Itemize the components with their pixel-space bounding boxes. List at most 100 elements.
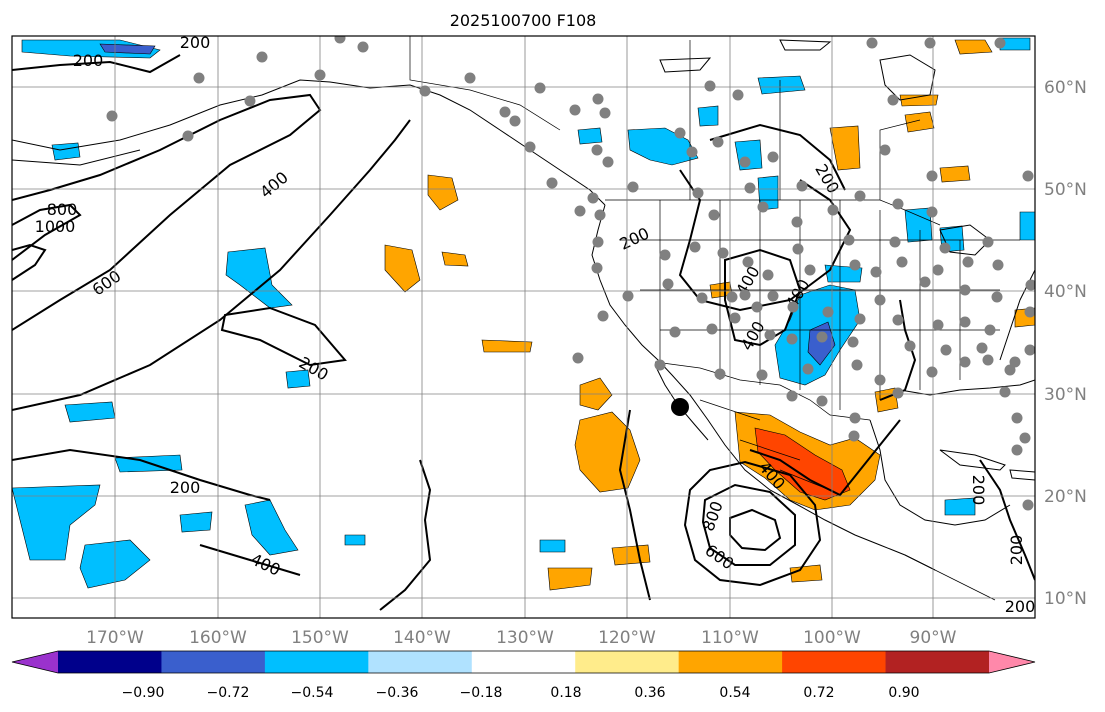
station-marker xyxy=(892,387,904,399)
station-marker xyxy=(193,72,205,84)
station-marker xyxy=(926,206,938,218)
station-marker xyxy=(892,314,904,326)
station-marker xyxy=(689,241,701,253)
contour-us-200 xyxy=(678,169,852,312)
station-marker xyxy=(509,115,521,127)
shaded-field xyxy=(12,37,1035,591)
station-marker xyxy=(751,301,763,313)
station-marker xyxy=(256,51,268,63)
colorbar-extend-low xyxy=(12,651,58,673)
contour-label: 200 xyxy=(969,475,988,506)
station-marker xyxy=(816,331,828,343)
station-marker xyxy=(804,264,816,276)
contour-pacific-200 xyxy=(220,306,347,367)
contour-label: 200 xyxy=(180,33,211,52)
station-marker xyxy=(892,198,904,210)
station-marker xyxy=(1019,432,1031,444)
station-marker xyxy=(932,319,944,331)
station-marker xyxy=(848,430,860,442)
station-marker xyxy=(994,37,1006,49)
lat-tick-label: 60°N xyxy=(1044,78,1087,98)
station-marker xyxy=(939,242,951,254)
negative-core-plains xyxy=(807,321,836,366)
positive-area-north-2 xyxy=(899,94,939,107)
station-marker xyxy=(729,312,741,324)
contour-us-400 xyxy=(724,248,802,347)
gridlines xyxy=(12,36,1035,618)
station-marker xyxy=(896,256,908,268)
negative-area-south-east xyxy=(944,497,976,516)
colorbar-tick-label: 0.54 xyxy=(719,685,750,701)
station-marker xyxy=(592,236,604,248)
colorbar-segment xyxy=(575,651,680,673)
station-marker xyxy=(1011,412,1023,424)
station-marker xyxy=(106,110,118,122)
colorbar-extend-high xyxy=(989,651,1035,673)
station-marker xyxy=(314,69,326,81)
cuba xyxy=(939,449,1006,471)
positive-area-pacific-2 xyxy=(384,244,421,293)
station-marker xyxy=(854,313,866,325)
station-marker xyxy=(714,368,726,380)
station-marker xyxy=(712,136,724,148)
station-marker xyxy=(334,36,346,44)
positive-area-offshore xyxy=(574,411,641,493)
station-marker xyxy=(919,276,931,288)
hispaniola xyxy=(1009,469,1035,481)
colorbar-segment xyxy=(678,651,783,673)
contour-label: 1000 xyxy=(35,217,76,236)
lat-tick-label: 30°N xyxy=(1044,385,1087,405)
station-marker xyxy=(982,354,994,366)
contour-label: 200 xyxy=(1005,597,1036,616)
station-marker xyxy=(464,72,476,84)
contour-mexico-loop-inner xyxy=(729,508,782,552)
negative-area-north-2 xyxy=(577,127,603,145)
station-marker xyxy=(926,170,938,182)
station-marker xyxy=(879,144,891,156)
positive-area-northeast-3 xyxy=(939,165,971,183)
station-marker xyxy=(669,326,681,338)
station-marker xyxy=(940,344,952,356)
contour-north-pacific-400 xyxy=(12,119,411,411)
contour-baja-200 xyxy=(618,409,651,601)
station-marker xyxy=(816,395,828,407)
positive-area-pacific-1 xyxy=(427,174,459,211)
contour-mexico-400 xyxy=(749,419,901,497)
negative-area-west-3 xyxy=(12,484,101,561)
station-marker xyxy=(739,289,751,301)
positive-area-northeast-1 xyxy=(904,111,935,133)
station-marker xyxy=(866,37,878,49)
contour-east-200 xyxy=(979,459,1035,581)
us-mexico-border xyxy=(654,361,871,421)
lat-tick-label: 50°N xyxy=(1044,180,1087,200)
station-marker xyxy=(182,130,194,142)
station-marker xyxy=(1011,444,1023,456)
station-marker xyxy=(962,256,974,268)
station-marker xyxy=(847,336,859,348)
colorbar-tick-label: −0.54 xyxy=(291,685,334,701)
station-marker xyxy=(534,82,546,94)
negative-area-east-3 xyxy=(1019,211,1035,241)
station-marker xyxy=(767,290,779,302)
station-marker xyxy=(991,291,1003,303)
station-marker xyxy=(767,151,779,163)
station-marker xyxy=(854,190,866,202)
station-marker xyxy=(762,269,774,281)
lon-tick-label: 150°W xyxy=(291,628,349,648)
station-marker xyxy=(924,37,936,49)
station-marker xyxy=(591,144,603,156)
station-marker xyxy=(999,386,1011,398)
mexico-east-coast xyxy=(869,419,1011,526)
station-marker xyxy=(843,234,855,246)
positive-area-pacific-3 xyxy=(441,251,469,267)
station-marker xyxy=(499,106,511,118)
contour-low-alaska xyxy=(12,54,181,74)
negative-area-alaska xyxy=(21,39,161,59)
station-marker xyxy=(1004,364,1016,376)
positive-area-pacific-4 xyxy=(481,339,533,353)
north-america-west-coast xyxy=(591,204,936,571)
station-marker xyxy=(708,209,720,221)
station-marker xyxy=(599,107,611,119)
colorbar-ticks: −0.90 −0.72 −0.54 −0.36 −0.18 0.18 0.36 … xyxy=(122,685,920,701)
latitude-axis: 60°N 50°N 40°N 30°N 20°N 10°N xyxy=(1044,78,1087,609)
